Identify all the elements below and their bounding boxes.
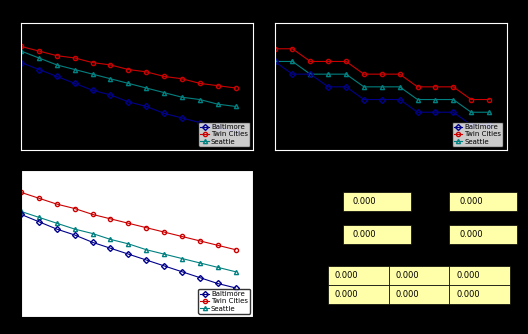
Legend: Baltimore, Twin Cities, Seattle: Baltimore, Twin Cities, Seattle <box>199 289 250 314</box>
Text: 0.000: 0.000 <box>335 290 359 299</box>
Text: 0.000: 0.000 <box>335 271 359 280</box>
Legend: Baltimore, Twin Cities, Seattle: Baltimore, Twin Cities, Seattle <box>452 122 503 147</box>
Text: 0.000: 0.000 <box>456 271 480 280</box>
Text: 0.000: 0.000 <box>460 230 484 239</box>
Bar <box>343 225 411 244</box>
Text: 0.000: 0.000 <box>395 271 419 280</box>
Bar <box>328 285 389 304</box>
Bar <box>449 285 510 304</box>
Bar <box>328 266 389 285</box>
Text: 0.000: 0.000 <box>395 290 419 299</box>
Bar <box>389 285 449 304</box>
Bar <box>389 266 449 285</box>
Bar <box>449 225 517 244</box>
Bar <box>343 192 411 211</box>
Text: 0.000: 0.000 <box>353 230 376 239</box>
Bar <box>449 266 510 285</box>
Bar <box>449 192 517 211</box>
Text: 0.000: 0.000 <box>456 290 480 299</box>
Text: 0.000: 0.000 <box>353 197 376 206</box>
Legend: Baltimore, Twin Cities, Seattle: Baltimore, Twin Cities, Seattle <box>199 122 250 147</box>
Text: 0.000: 0.000 <box>460 197 484 206</box>
